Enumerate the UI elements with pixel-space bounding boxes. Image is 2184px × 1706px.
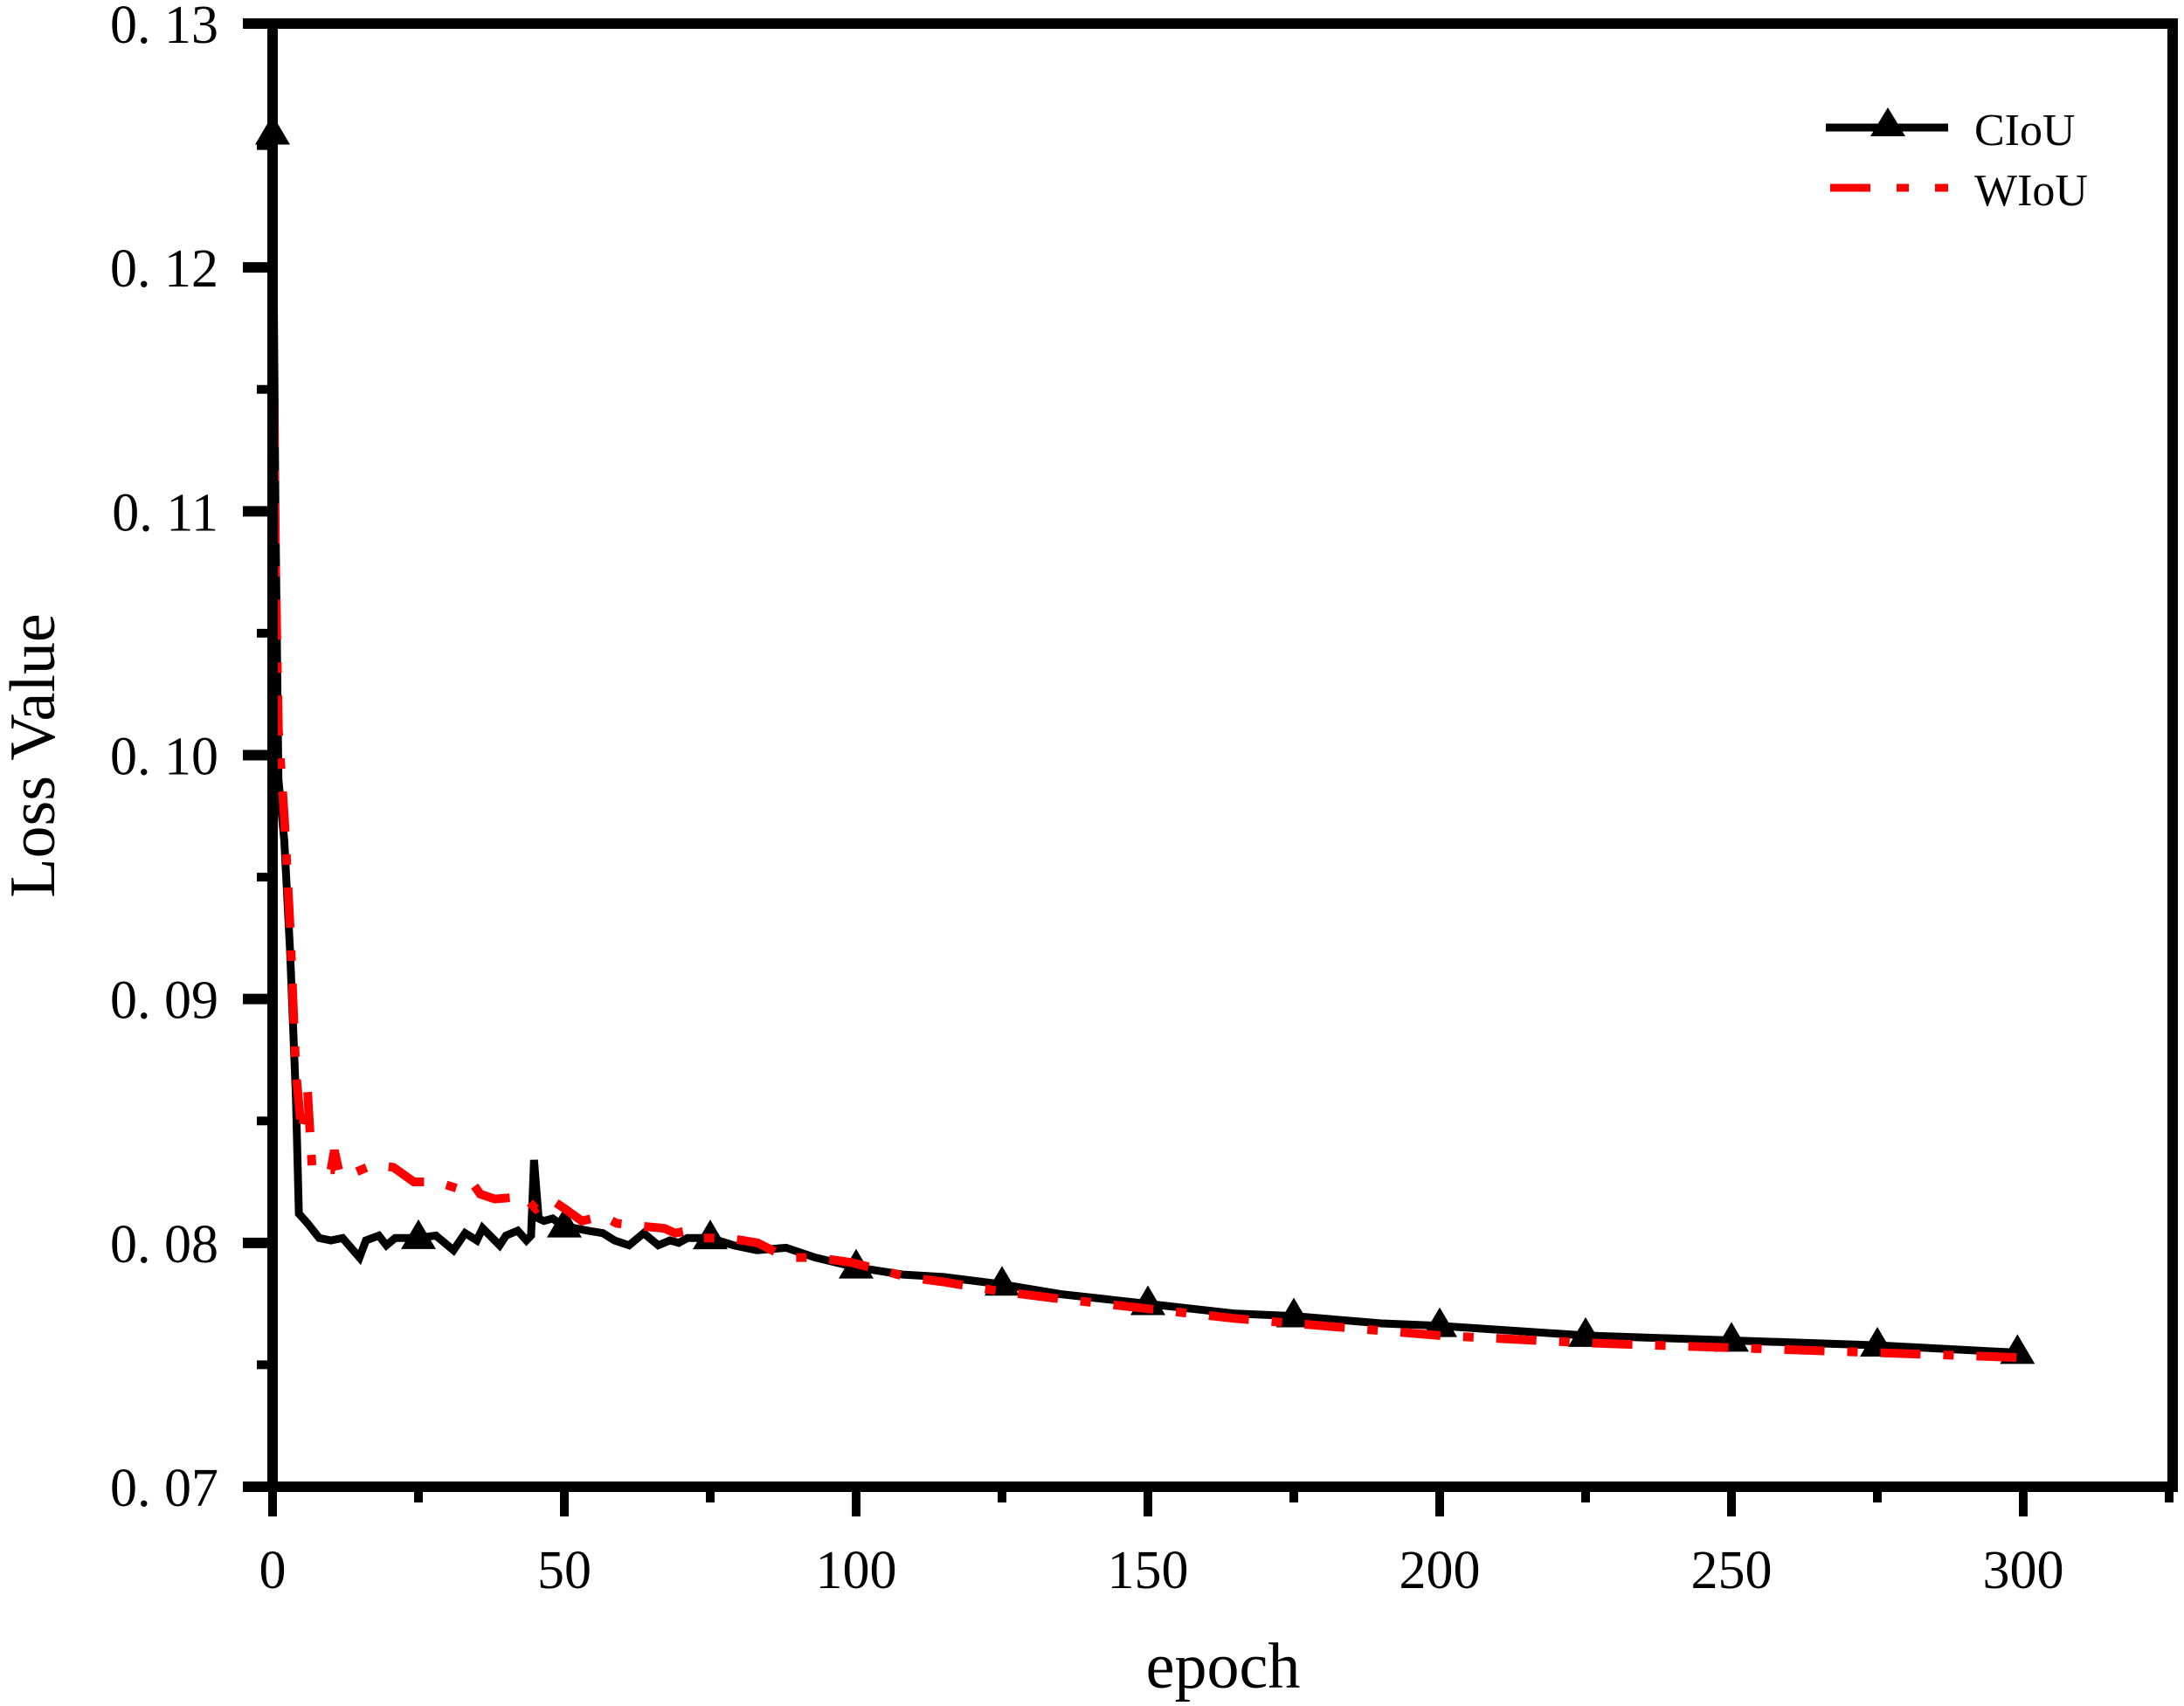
y-tick-label: 0. 13 [110, 0, 218, 55]
ciou-triangle-marker-icon [1422, 1307, 1457, 1337]
legend-item-wiou: WIoU [1830, 166, 2088, 216]
x-axis-title: epoch [1146, 1631, 1301, 1703]
y-tick-label: 0. 07 [110, 1459, 218, 1518]
y-tick-label: 0. 10 [110, 728, 218, 787]
tick-labels: 0 50 100 150 200 250 300 0. 07 0. 08 0. 09 0. 10 0.… [110, 0, 2064, 1600]
ciou-triangle-marker-icon [547, 1207, 582, 1238]
x-tick-label: 200 [1400, 1541, 1481, 1600]
y-tick-label: 0. 11 [112, 483, 218, 542]
legend-ciou-label: CIoU [1974, 106, 2076, 155]
ciou-triangle-marker-icon [401, 1219, 436, 1249]
plot-border [267, 18, 2178, 1492]
legend: CIoU WIoU [1826, 106, 2088, 216]
x-tick-label: 250 [1691, 1541, 1773, 1600]
x-tick-label: 150 [1108, 1541, 1189, 1600]
y-tick-label: 0. 09 [110, 971, 218, 1031]
x-tick-label: 300 [1983, 1541, 2064, 1600]
y-axis-title: Loss Value [0, 613, 69, 897]
legend-ciou-triangle-icon [1870, 107, 1905, 136]
plot-series [255, 114, 2035, 1364]
plot-frame [267, 18, 2178, 1492]
x-tick-label: 50 [537, 1541, 591, 1600]
ciou-triangle-marker-icon [1276, 1297, 1311, 1328]
y-tick-label: 0. 08 [110, 1215, 218, 1274]
x-tick-label: 100 [816, 1541, 897, 1600]
wiou-line [268, 311, 2018, 1362]
y-tick-label: 0. 12 [110, 239, 218, 299]
legend-item-ciou: CIoU [1826, 106, 2076, 155]
ciou-line [268, 133, 2018, 1357]
legend-wiou-label: WIoU [1974, 166, 2088, 216]
axis-ticks [243, 18, 2174, 1516]
x-tick-label: 0 [259, 1541, 287, 1600]
